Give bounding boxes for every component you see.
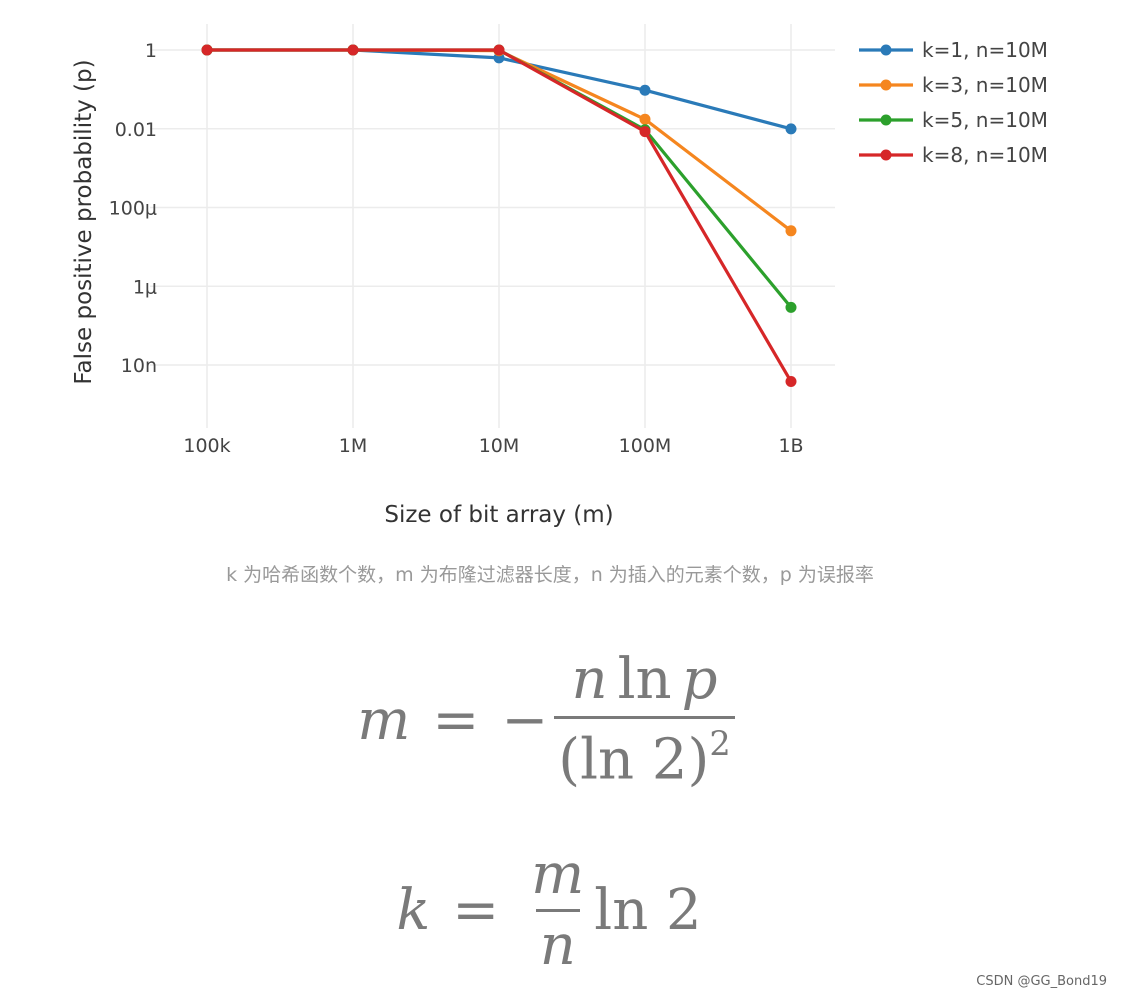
chart: 1 0.01 100μ 1μ 10n 100k 1M 10M 100M 1B k=1, n=10… xyxy=(71,24,1048,528)
formula-m-num-n: n xyxy=(571,646,608,712)
x-tick-labels: 100k 1M 10M 100M 1B xyxy=(183,435,803,457)
data-point xyxy=(347,44,359,56)
legend-item: k=5, n=10M xyxy=(859,108,1048,132)
legend-label: k=8, n=10M xyxy=(922,143,1048,167)
formula-m-num-ln: ln xyxy=(617,646,672,712)
x-tick-label: 1B xyxy=(778,435,803,457)
legend-marker xyxy=(880,149,892,161)
x-tick-label: 1M xyxy=(339,435,367,457)
formula-k-denominator: n xyxy=(535,908,580,974)
x-tick-label: 10M xyxy=(479,435,520,457)
legend-label: k=1, n=10M xyxy=(922,38,1048,62)
y-tick-label: 100μ xyxy=(109,198,157,220)
formula-m-lhs: m xyxy=(357,687,411,753)
y-tick-labels: 1 0.01 100μ 1μ 10n xyxy=(109,40,157,377)
x-tick-label: 100k xyxy=(183,435,230,457)
legend-marker xyxy=(880,79,892,91)
x-tick-label: 100M xyxy=(619,435,672,457)
legend-label: k=5, n=10M xyxy=(922,108,1048,132)
formula-k-tail: ln 2 xyxy=(594,877,702,943)
series-group xyxy=(201,44,797,388)
formula-m-den-base: (ln 2) xyxy=(558,727,710,793)
legend-label: k=3, n=10M xyxy=(922,73,1048,97)
legend-item: k=1, n=10M xyxy=(859,38,1048,62)
formula-m-minus: − xyxy=(501,687,549,753)
legend: k=1, n=10M k=3, n=10M k=5, n=10M k=8, n=10M xyxy=(859,38,1048,167)
formula-m-numerator: n ln p xyxy=(568,651,722,716)
data-point xyxy=(639,113,651,125)
y-tick-label: 0.01 xyxy=(115,119,157,141)
watermark: CSDN @GG_Bond19 xyxy=(976,974,1107,989)
legend-marker xyxy=(880,44,892,56)
caption: k 为哈希函数个数，m 为布隆过滤器长度，n 为插入的元素个数，p 为误报率 xyxy=(226,564,874,586)
formula-m-equals: = xyxy=(432,687,480,753)
y-tick-label: 10n xyxy=(121,355,157,377)
formula-m-fraction: n ln p (ln 2)2 xyxy=(554,651,735,793)
data-point xyxy=(201,44,213,56)
data-point xyxy=(493,44,505,56)
data-point xyxy=(639,84,651,96)
formula-m-num-p: p xyxy=(681,646,718,712)
x-axis-label: Size of bit array (m) xyxy=(384,502,613,528)
legend-item: k=3, n=10M xyxy=(859,73,1048,97)
formula-k-numerator: m xyxy=(531,841,585,907)
data-point xyxy=(785,301,797,313)
y-tick-label: 1 xyxy=(145,40,157,62)
formula-k: k = m n ln 2 xyxy=(0,840,1098,980)
data-point xyxy=(639,126,651,138)
series-4 xyxy=(201,44,797,388)
legend-item: k=8, n=10M xyxy=(859,143,1048,167)
y-axis-label: False positive probability (p) xyxy=(71,59,97,384)
data-point xyxy=(785,123,797,135)
y-tick-label: 1μ xyxy=(133,276,157,298)
formula-m-denominator: (ln 2)2 xyxy=(554,715,735,793)
formula-k-lhs: k xyxy=(396,877,431,943)
formula-k-equals: = xyxy=(452,877,500,943)
formula-k-fraction: m n xyxy=(527,841,588,974)
grid-lines xyxy=(150,24,835,428)
data-point xyxy=(785,376,797,388)
formula-m-den-exp: 2 xyxy=(709,723,731,763)
formula-m: m = − n ln p (ln 2)2 xyxy=(0,640,1098,800)
legend-marker xyxy=(880,114,892,126)
data-point xyxy=(785,225,797,237)
